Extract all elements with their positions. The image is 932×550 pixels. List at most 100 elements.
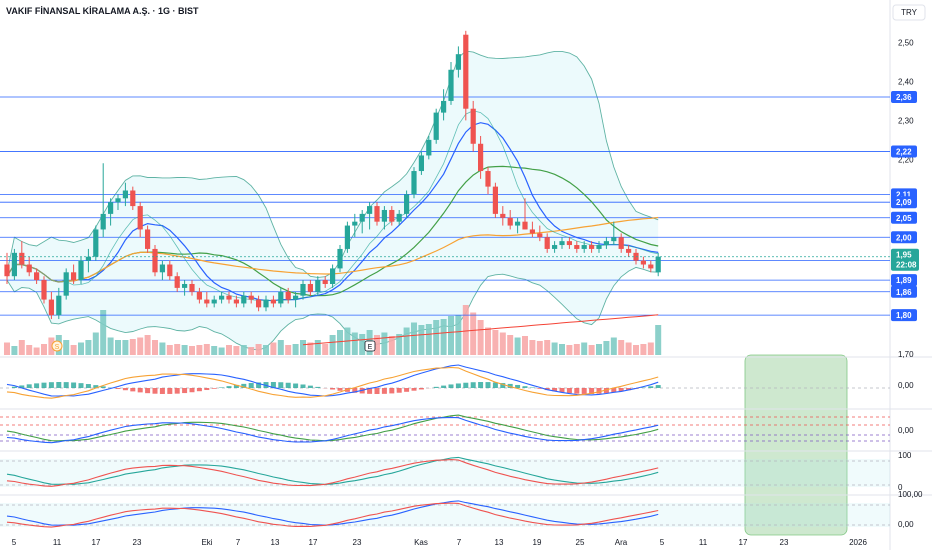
- candle[interactable]: [426, 135, 432, 160]
- candle-body: [233, 299, 239, 304]
- candle[interactable]: [300, 280, 306, 300]
- candle[interactable]: [263, 295, 269, 312]
- candle[interactable]: [322, 276, 328, 288]
- candlesticks[interactable]: [4, 30, 661, 320]
- candle[interactable]: [374, 202, 380, 226]
- candle[interactable]: [522, 198, 528, 230]
- candle[interactable]: [204, 291, 210, 308]
- candle[interactable]: [56, 287, 62, 320]
- candle[interactable]: [500, 206, 506, 226]
- candle[interactable]: [626, 245, 632, 257]
- candle[interactable]: [182, 280, 188, 296]
- candle[interactable]: [529, 221, 535, 238]
- candle[interactable]: [618, 233, 624, 253]
- candle[interactable]: [226, 291, 232, 304]
- candle[interactable]: [248, 291, 254, 304]
- candle[interactable]: [34, 268, 40, 284]
- histogram-bar: [211, 388, 217, 389]
- candle[interactable]: [63, 268, 69, 300]
- candle[interactable]: [189, 280, 195, 296]
- candle[interactable]: [315, 276, 321, 296]
- candle[interactable]: [344, 221, 350, 253]
- candle[interactable]: [655, 252, 661, 277]
- candle[interactable]: [589, 241, 595, 253]
- candle[interactable]: [71, 264, 77, 284]
- candle[interactable]: [581, 241, 587, 253]
- candle[interactable]: [389, 206, 395, 226]
- candle[interactable]: [19, 241, 25, 269]
- candle[interactable]: [478, 135, 484, 179]
- candle[interactable]: [293, 291, 299, 308]
- candle[interactable]: [611, 221, 617, 246]
- candle[interactable]: [485, 167, 491, 195]
- candle[interactable]: [455, 46, 461, 78]
- candle[interactable]: [11, 248, 17, 281]
- candle[interactable]: [270, 295, 276, 308]
- volume-bar: [314, 340, 321, 355]
- candle[interactable]: [285, 287, 291, 304]
- candle-body: [152, 248, 158, 273]
- candle[interactable]: [108, 198, 114, 226]
- candle[interactable]: [137, 202, 143, 238]
- split-badge[interactable]: S: [51, 340, 63, 352]
- candle[interactable]: [507, 209, 513, 230]
- candle[interactable]: [145, 225, 151, 253]
- candle[interactable]: [196, 287, 202, 304]
- candle[interactable]: [566, 237, 572, 249]
- candle[interactable]: [152, 245, 158, 277]
- candle[interactable]: [640, 256, 646, 269]
- candle[interactable]: [396, 209, 402, 226]
- candle[interactable]: [441, 89, 447, 121]
- candle[interactable]: [537, 225, 543, 242]
- candle[interactable]: [470, 100, 476, 152]
- candle-body: [278, 291, 284, 304]
- candle[interactable]: [433, 108, 439, 144]
- candle[interactable]: [603, 237, 609, 249]
- candle[interactable]: [130, 186, 136, 210]
- candle[interactable]: [404, 190, 410, 218]
- candle[interactable]: [78, 256, 84, 284]
- candle[interactable]: [48, 291, 54, 320]
- candle[interactable]: [26, 256, 32, 277]
- candle[interactable]: [93, 225, 99, 261]
- candle[interactable]: [85, 248, 91, 273]
- candle[interactable]: [167, 260, 173, 281]
- candle[interactable]: [463, 30, 469, 121]
- candle[interactable]: [4, 252, 10, 284]
- candle[interactable]: [381, 206, 387, 230]
- candle[interactable]: [352, 213, 358, 238]
- currency-button[interactable]: TRY: [892, 4, 926, 21]
- candle[interactable]: [648, 260, 654, 273]
- candle[interactable]: [278, 287, 284, 308]
- candle[interactable]: [233, 295, 239, 308]
- candle[interactable]: [307, 280, 313, 296]
- candle[interactable]: [159, 260, 165, 281]
- candle[interactable]: [256, 295, 262, 312]
- candle[interactable]: [411, 167, 417, 199]
- candle[interactable]: [337, 245, 343, 273]
- candle[interactable]: [596, 241, 602, 253]
- earnings-badge[interactable]: E: [364, 340, 376, 352]
- candle[interactable]: [100, 163, 106, 238]
- candle[interactable]: [41, 276, 47, 304]
- candle[interactable]: [115, 194, 121, 210]
- candle[interactable]: [515, 217, 521, 234]
- candle[interactable]: [574, 241, 580, 253]
- candle[interactable]: [492, 182, 498, 218]
- candle[interactable]: [241, 291, 247, 308]
- candle[interactable]: [544, 233, 550, 253]
- candle[interactable]: [418, 151, 424, 175]
- candle[interactable]: [552, 241, 558, 253]
- candle[interactable]: [174, 272, 180, 292]
- candle[interactable]: [330, 264, 336, 288]
- candle[interactable]: [219, 291, 225, 304]
- candle[interactable]: [448, 61, 454, 105]
- candle[interactable]: [122, 182, 128, 207]
- time-axis[interactable]: 5 11 17 23 Eki 7 13 17 23 Kas 7 13 19 25 Ara 5 11 17 23 202…: [12, 538, 868, 547]
- candle[interactable]: [359, 209, 365, 234]
- candle[interactable]: [367, 202, 373, 230]
- candle[interactable]: [559, 237, 565, 249]
- candle[interactable]: [211, 295, 217, 308]
